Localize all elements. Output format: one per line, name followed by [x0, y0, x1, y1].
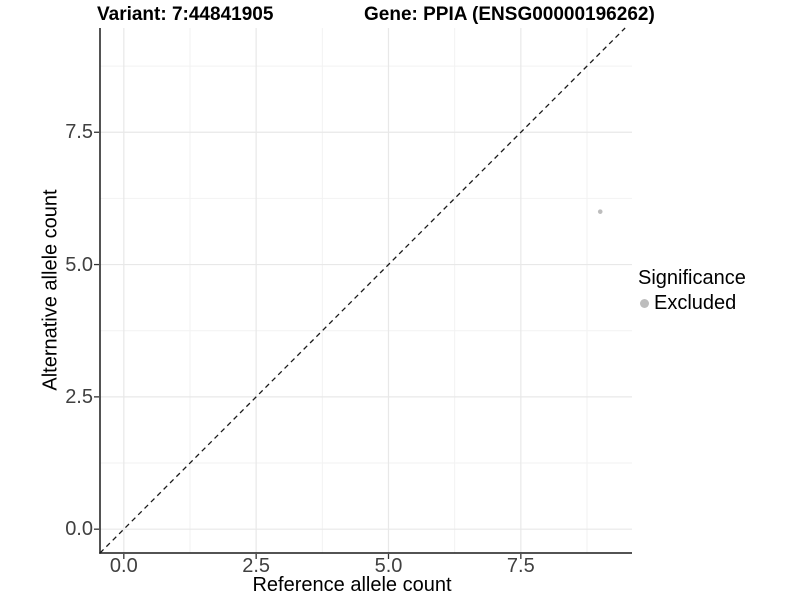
x-axis-title: Reference allele count — [252, 574, 452, 596]
identity-reference-line — [99, 27, 626, 554]
y-tick-label: 0.0 — [65, 518, 93, 541]
legend-item-label: Excluded — [654, 292, 737, 314]
gene-title: Gene: PPIA (ENSG00000196262) — [364, 4, 655, 25]
x-tick-label: 2.5 — [242, 555, 271, 577]
y-axis-title: Alternative allele count — [39, 189, 62, 391]
legend-key-dot-icon — [640, 299, 649, 308]
legend-item: Excluded — [638, 292, 796, 315]
legend: Significance Excluded — [638, 266, 796, 315]
variant-title: Variant: 7:44841905 — [97, 4, 274, 25]
x-tick-label: 7.5 — [506, 555, 535, 577]
x-tick-label: 0.0 — [109, 555, 138, 577]
data-point — [597, 209, 603, 214]
y-tick-label: 5.0 — [65, 253, 93, 276]
legend-title: Significance — [638, 267, 746, 289]
y-tick-label: 7.5 — [65, 121, 93, 144]
x-tick-label: 5.0 — [374, 555, 403, 577]
y-tick-label: 2.5 — [65, 385, 93, 408]
